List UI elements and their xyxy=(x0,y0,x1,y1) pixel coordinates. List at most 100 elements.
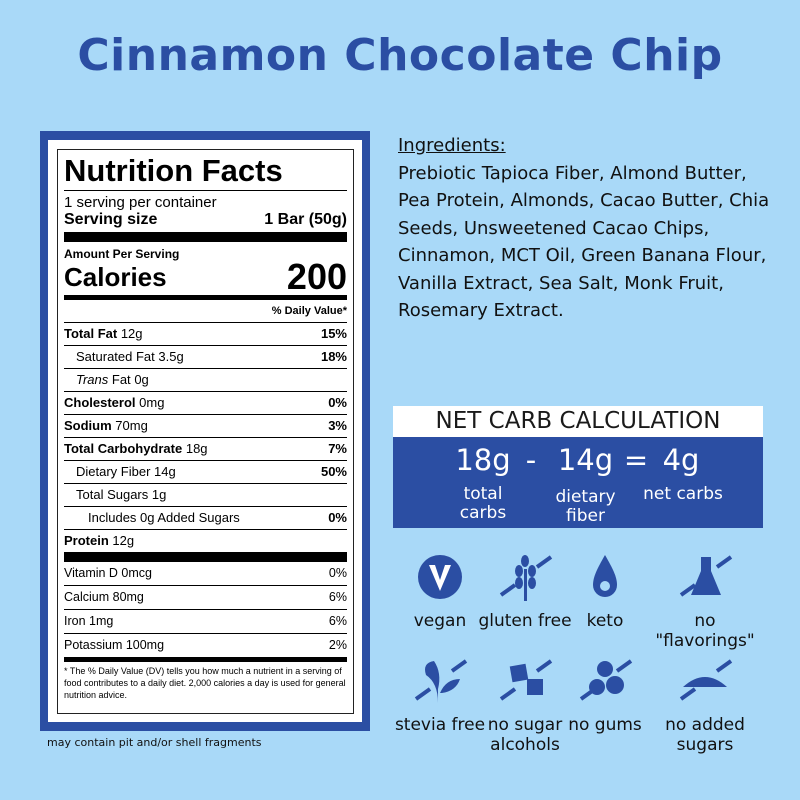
nutrient-row: Cholesterol 0mg 0% xyxy=(64,391,347,414)
net-carb-box: NET CARB CALCULATION 18g - 14g = 4g tota… xyxy=(393,406,763,528)
vitamin-name: Vitamin D 0mcg xyxy=(64,566,152,580)
badge-label: stevia free xyxy=(394,715,486,735)
ingredients-heading: Ingredients: xyxy=(398,135,506,156)
calories-label: Calories xyxy=(64,262,167,292)
divider xyxy=(64,232,347,242)
sugar-pile-crossed-icon xyxy=(679,659,733,701)
nutrient-name: Dietary Fiber xyxy=(76,464,151,479)
drop-icon xyxy=(593,555,617,597)
badge-wheat-crossed: gluten free xyxy=(465,549,585,631)
ingredients-text: Prebiotic Tapioca Fiber, Almond Butter, … xyxy=(398,162,770,322)
nutrient-dv: 3% xyxy=(328,418,347,433)
nutrient-name: Fat xyxy=(111,372,131,387)
nutrient-row: Dietary Fiber 14g 50% xyxy=(64,460,347,483)
minus-sign: - xyxy=(525,443,537,477)
nutrient-row: Includes 0g Added Sugars 0% xyxy=(64,506,347,529)
nutrient-name: Total Sugars xyxy=(76,487,149,502)
dv-header: % Daily Value* xyxy=(64,300,347,322)
nutrient-amount: 0g xyxy=(134,372,149,387)
nutrition-panel: Nutrition Facts 1 serving per container … xyxy=(40,131,370,731)
footnote: * The % Daily Value (DV) tells you how m… xyxy=(64,657,347,701)
ingredients: Ingredients: Prebiotic Tapioca Fiber, Al… xyxy=(398,132,778,325)
nutrition-facts-label: Nutrition Facts 1 serving per container … xyxy=(57,149,354,714)
nutrient-dv: 50% xyxy=(320,464,347,479)
total-carbs-value: 18g xyxy=(455,443,511,477)
badge-label: gluten free xyxy=(478,611,572,631)
dv-header-text: % Daily Value* xyxy=(271,305,347,317)
badge-label: no gums xyxy=(568,715,642,735)
nutrient-row: Total Carbohydrate 18g 7% xyxy=(64,437,347,460)
badge-sugar-pile-crossed: no added sugars xyxy=(645,653,765,755)
badge-label: no sugar alcohols xyxy=(487,715,563,755)
amount-per-serving: Amount Per Serving xyxy=(64,247,180,261)
nutrient-amount: 1g xyxy=(151,487,167,502)
vitamin-row: Iron 1mg 6% xyxy=(64,609,347,633)
nutrient-name: Cholesterol xyxy=(64,395,136,410)
nutrient-dv: 18% xyxy=(320,349,347,364)
nutrient-row: Total Fat 12g 15% xyxy=(64,322,347,345)
trans-italic: Trans xyxy=(76,372,109,387)
vitamin-name: Iron 1mg xyxy=(64,614,114,628)
nutrition-heading: Nutrition Facts xyxy=(64,152,347,191)
nutrient-dv: 0% xyxy=(328,510,347,525)
net-carb-heading: NET CARB CALCULATION xyxy=(393,406,763,437)
nutrient-amount: 12g xyxy=(112,533,135,548)
badge-label: no added sugars xyxy=(665,715,745,755)
badge-pills-crossed: no gums xyxy=(545,653,665,735)
nutrient-name: Saturated Fat xyxy=(76,349,155,364)
nutrient-amount: 14g xyxy=(154,464,176,479)
calories-value: 200 xyxy=(286,256,347,297)
nutrient-amount: 3.5g xyxy=(158,349,184,364)
nutrient-amount: 12g xyxy=(120,326,143,341)
nutrient-amount: 70mg xyxy=(115,418,148,433)
nutrient-name: Protein xyxy=(64,533,109,548)
nutrient-row: Saturated Fat 3.5g 18% xyxy=(64,345,347,368)
nutrient-amount: 0mg xyxy=(139,395,165,410)
vitamin-name: Calcium 80mg xyxy=(64,590,144,604)
badge-vegan: vegan xyxy=(380,549,500,631)
nutrient-amount: 18g xyxy=(185,441,208,456)
pills-crossed-icon xyxy=(579,659,633,701)
badge-label: keto xyxy=(586,611,624,631)
page-title: Cinnamon Chocolate Chip xyxy=(77,30,723,81)
net-carbs-label: net carbs xyxy=(643,484,723,504)
servings: 1 serving per container xyxy=(64,194,217,211)
vitamin-row: Calcium 80mg 6% xyxy=(64,585,347,609)
equals-sign: = xyxy=(623,443,649,477)
vitamin-dv: 6% xyxy=(328,590,347,604)
vegan-icon xyxy=(418,555,462,599)
divider xyxy=(64,295,347,300)
nutrient-name: Total Carbohydrate xyxy=(64,441,183,456)
badge-drop: keto xyxy=(545,549,665,631)
total-carbs-label: total carbs xyxy=(459,484,507,523)
badge-flask-crossed: no "flavorings" xyxy=(645,549,765,651)
badge-leaf-crossed: stevia free xyxy=(380,653,500,735)
nutrient-name: Includes 0g Added Sugars xyxy=(88,510,240,525)
wheat-crossed-icon xyxy=(499,555,553,601)
serving-size-label: Serving size xyxy=(64,211,158,228)
vitamin-row: Vitamin D 0mcg 0% xyxy=(64,562,347,585)
vitamin-dv: 6% xyxy=(328,614,347,628)
net-carbs-value: 4g xyxy=(662,443,700,477)
vitamin-dv: 0% xyxy=(328,566,347,580)
flask-crossed-icon xyxy=(679,555,733,597)
sugar-cubes-crossed-icon xyxy=(499,659,553,701)
vitamin-row: Potassium 100mg 2% xyxy=(64,633,347,657)
nutrient-name: Total Fat xyxy=(64,326,118,341)
nutrient-dv: 7% xyxy=(328,441,347,456)
nutrient-name: Sodium xyxy=(64,418,112,433)
nutrient-row: Total Sugars 1g xyxy=(64,483,347,506)
serving-size: 1 Bar (50g) xyxy=(264,211,347,228)
badge-label: no "flavorings" xyxy=(655,611,755,651)
vitamin-dv: 2% xyxy=(328,638,347,652)
badge-label: vegan xyxy=(413,611,467,631)
leaf-crossed-icon xyxy=(414,659,468,703)
calories-row: Calories 200 xyxy=(64,256,347,297)
nutrient-dv: 15% xyxy=(320,326,347,341)
nutrient-row: Trans Fat 0g xyxy=(64,368,347,391)
nutrient-row: Protein 12g xyxy=(64,529,347,552)
fiber-label: dietary fiber xyxy=(555,487,616,526)
nutrient-dv: 0% xyxy=(328,395,347,410)
divider xyxy=(64,552,347,562)
vitamin-name: Potassium 100mg xyxy=(64,638,165,652)
